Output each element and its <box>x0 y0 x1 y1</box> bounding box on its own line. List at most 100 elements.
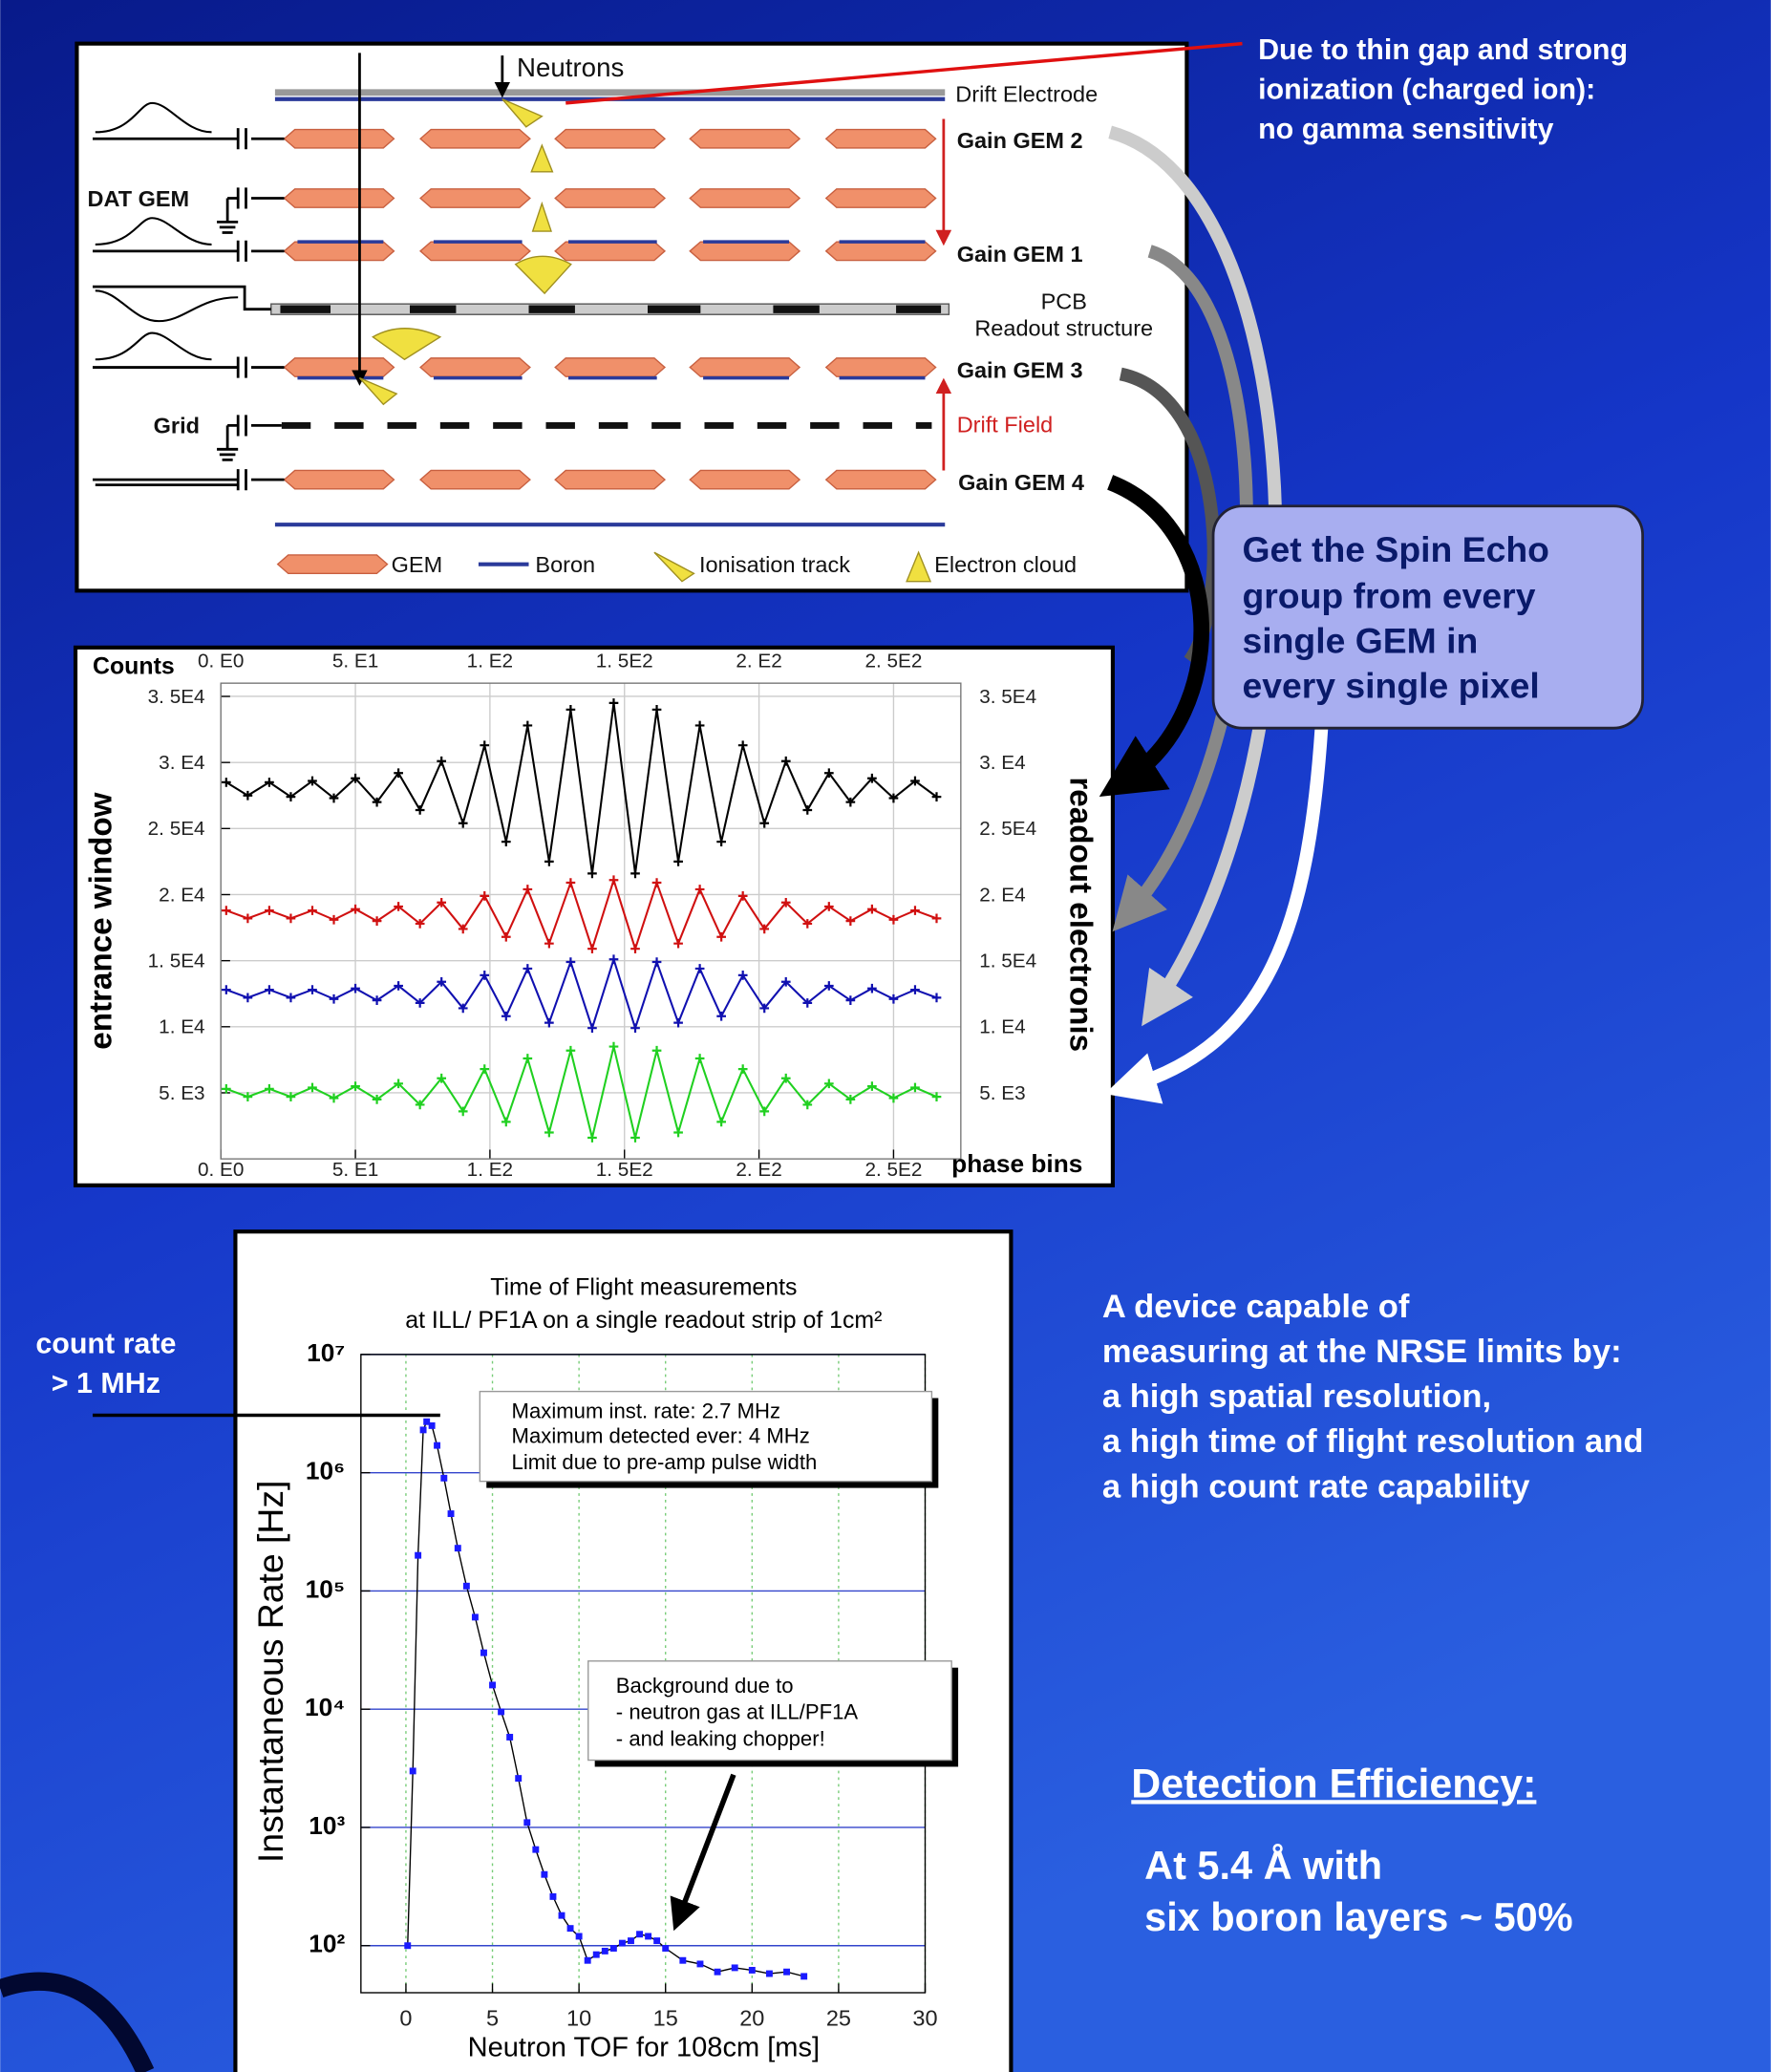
data-point <box>651 957 662 967</box>
data-point <box>780 897 791 908</box>
callout-box <box>1211 504 1645 730</box>
data-point <box>673 857 683 866</box>
data-point <box>308 776 317 786</box>
chart-subtitle: at ILL/ PF1A on a single readout strip o… <box>405 1307 882 1334</box>
data-point <box>630 944 640 954</box>
annotation: Maximum inst. rate: 2.7 MHz <box>512 1399 781 1422</box>
data-point <box>601 1947 608 1955</box>
annotation: Background due to <box>616 1674 794 1698</box>
data-point <box>265 1083 274 1094</box>
label: Grid <box>154 414 200 438</box>
data-point <box>480 891 490 901</box>
data-point <box>716 931 726 942</box>
data-point <box>372 797 382 807</box>
legend-label: Ionisation track <box>699 552 850 577</box>
electronics <box>93 128 285 491</box>
label: Neutrons <box>517 53 624 82</box>
y-axis-label: Counts <box>93 652 175 679</box>
data-point <box>329 993 339 1004</box>
series-line <box>225 876 937 952</box>
left-label: entrance window <box>83 792 118 1049</box>
x-axis-label: Neutron TOF for 108cm [ms] <box>468 2032 820 2062</box>
x-tick-label: 0. E0 <box>198 1159 244 1181</box>
data-point <box>458 924 468 934</box>
data-point <box>501 1011 511 1021</box>
data-point <box>394 768 403 779</box>
label: Gain GEM 3 <box>957 358 1083 383</box>
data-point <box>780 976 791 987</box>
y-tick-label: 2. 5E4 <box>148 818 205 840</box>
plot-area <box>220 682 962 1160</box>
x-tick-label: 10 <box>566 2006 591 2031</box>
data-point <box>651 704 662 715</box>
data-point <box>759 818 770 828</box>
y-tick-label: 1. E4 <box>159 1016 204 1038</box>
annotation-arrow <box>670 1773 736 1932</box>
data-point <box>910 906 920 915</box>
data-point <box>286 1092 296 1101</box>
data-point <box>501 931 511 942</box>
data-point <box>404 1942 412 1950</box>
data-point <box>802 998 813 1008</box>
data-point <box>823 768 834 779</box>
data-point <box>419 1426 427 1434</box>
annotation-box <box>587 1660 952 1762</box>
data-point <box>308 985 317 994</box>
data-point <box>867 1081 877 1091</box>
gem <box>825 357 937 377</box>
data-point <box>653 1937 661 1945</box>
data-point <box>498 1708 505 1716</box>
data-point <box>480 1064 490 1074</box>
chart-title: Time of Flight measurements <box>490 1274 797 1301</box>
data-point <box>565 957 576 967</box>
legend-label: Electron cloud <box>934 552 1077 577</box>
label: Gain GEM 1 <box>957 242 1083 267</box>
data-point <box>428 1421 436 1429</box>
data-point <box>694 964 705 973</box>
data-point <box>415 998 425 1008</box>
gem <box>419 357 531 377</box>
data-point <box>609 1945 617 1952</box>
data-point <box>351 983 360 993</box>
y-tick-label: 3. 5E4 <box>148 686 205 708</box>
data-point <box>458 1106 468 1117</box>
legend-cloud <box>906 550 932 583</box>
data-point <box>802 805 813 815</box>
note: Due to thin gap and strong <box>1258 33 1628 66</box>
data-point <box>714 1968 721 1976</box>
data-point <box>823 981 834 991</box>
pcb <box>270 303 950 315</box>
gem <box>283 357 395 377</box>
data-point <box>630 1133 640 1143</box>
data-point <box>394 902 403 911</box>
callout: single GEM in <box>1242 620 1478 660</box>
data-point <box>506 1734 514 1741</box>
rate-note: > 1 MHz <box>52 1367 160 1399</box>
x-tick-label: 2. 5E2 <box>864 1159 922 1181</box>
arrow <box>1099 475 1209 798</box>
y-tick-label: 10⁷ <box>307 1338 345 1367</box>
gem <box>825 188 937 208</box>
data-point <box>544 938 554 949</box>
data-point <box>696 1960 704 1968</box>
x-tick-label: 15 <box>653 2006 678 2031</box>
gem <box>554 469 666 490</box>
gem <box>689 128 800 149</box>
data-point <box>523 964 533 973</box>
summary: A device capable of <box>1102 1289 1410 1325</box>
data-point <box>458 818 468 828</box>
data-point <box>447 1510 455 1518</box>
data-point <box>587 868 597 879</box>
data-point <box>415 919 425 929</box>
data-point <box>440 1474 448 1482</box>
data-point <box>910 1082 920 1093</box>
data-point <box>783 1968 791 1976</box>
gem <box>825 469 937 490</box>
data-point <box>845 1095 856 1104</box>
data-point <box>731 1964 738 1972</box>
x-tick-label-top: 1. 5E2 <box>596 651 653 673</box>
data-point <box>558 1912 565 1919</box>
gem <box>283 241 395 262</box>
data-point <box>587 1133 597 1143</box>
